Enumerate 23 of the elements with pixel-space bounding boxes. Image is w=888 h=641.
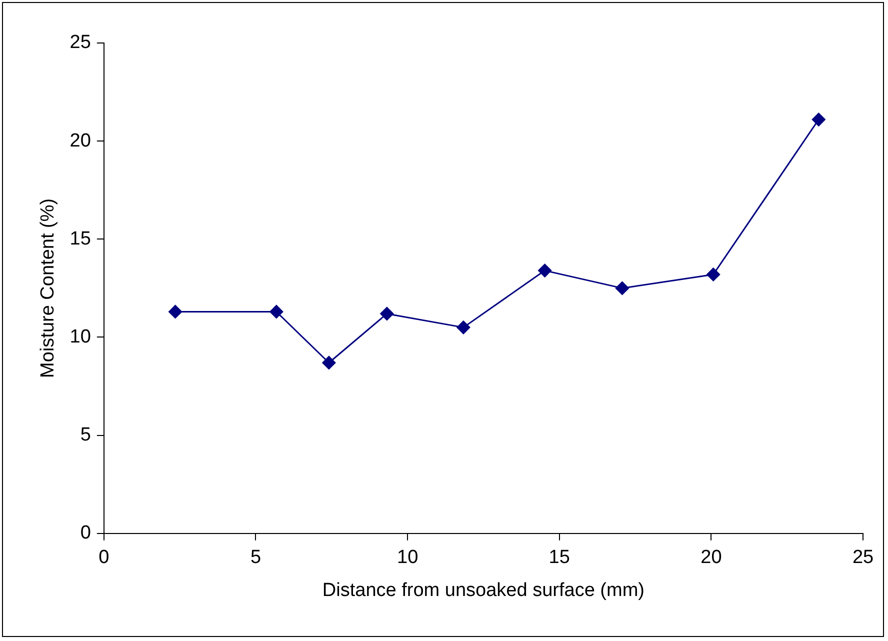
y-tick-label: 25: [70, 32, 91, 54]
point: [615, 281, 629, 295]
x-tick-label: 5: [250, 547, 262, 568]
x-tick-label: 20: [700, 547, 722, 568]
x-tick-label: 25: [852, 547, 874, 568]
point: [706, 268, 720, 282]
point: [270, 304, 284, 318]
y-tick-label: 5: [80, 424, 91, 446]
y-tick-label: 10: [70, 326, 91, 348]
x-tick-label: 0: [98, 547, 110, 568]
x-axis-title: Distance from unsoaked surface (mm): [322, 580, 644, 601]
y-tick-label: 20: [70, 130, 91, 152]
point: [168, 304, 182, 318]
point: [456, 320, 470, 334]
y-tick-label: 0: [80, 522, 91, 544]
point: [322, 356, 336, 370]
point: [812, 112, 826, 126]
x-tick-label: 15: [548, 547, 570, 568]
y-axis-title: Moisture Content (%): [38, 198, 59, 378]
point: [380, 306, 394, 320]
x-tick-label: 10: [396, 547, 418, 568]
point: [538, 264, 552, 278]
y-tick-label: 15: [70, 228, 91, 250]
